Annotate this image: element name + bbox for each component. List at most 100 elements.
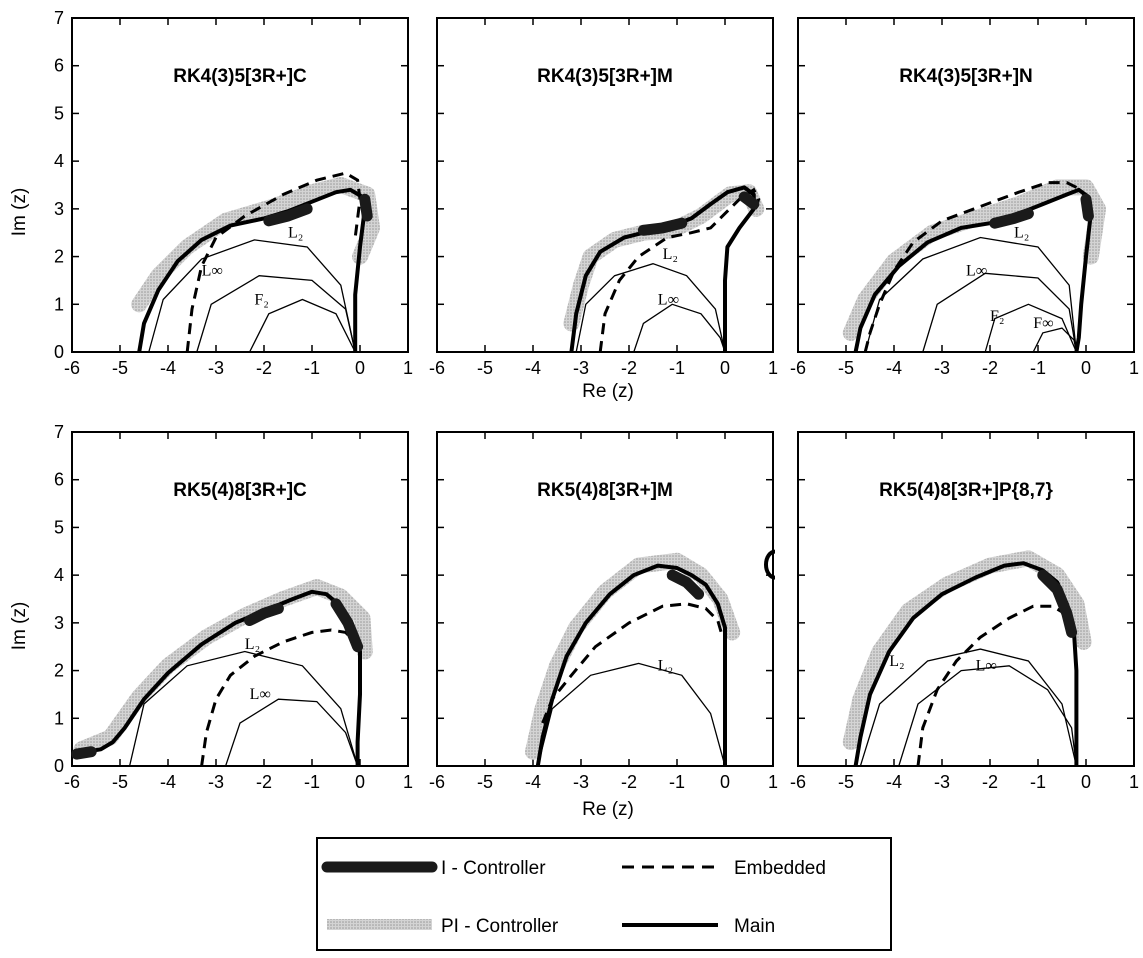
x-tick-label: -1 bbox=[669, 358, 685, 378]
i-controller-segment bbox=[330, 598, 364, 653]
xlabel-top: Re (z) bbox=[582, 381, 634, 402]
x-tick-label: -1 bbox=[669, 772, 685, 792]
x-tick-label: -4 bbox=[160, 358, 176, 378]
y-tick-label: 2 bbox=[54, 661, 64, 681]
panel-3: -6 -5 -4 -3 -2 -1 0 1 L₂ L∞ F₂ F∞ RK4(3)5[3R+]N bbox=[790, 17, 1139, 378]
xlabel-bottom: Re (z) bbox=[582, 799, 634, 820]
curve-label: L∞ bbox=[250, 686, 271, 703]
embedded-curve bbox=[185, 171, 362, 353]
stability-curve bbox=[148, 239, 356, 353]
x-tick-label: -3 bbox=[934, 772, 950, 792]
x-tick-label: -3 bbox=[573, 358, 589, 378]
y-tick-label: 0 bbox=[54, 342, 64, 362]
stability-curve bbox=[224, 698, 359, 767]
y-tick-label: 7 bbox=[54, 422, 64, 442]
x-tick-label: 0 bbox=[355, 358, 365, 378]
panel-title: RK5(4)8[3R+]C bbox=[173, 480, 307, 501]
x-tick-label: -4 bbox=[525, 772, 541, 792]
x-tick-label: -6 bbox=[429, 772, 445, 792]
y-tick-label: 4 bbox=[54, 151, 64, 171]
stability-curve bbox=[196, 275, 356, 353]
x-tick-label: 0 bbox=[355, 772, 365, 792]
curve-label: L∞ bbox=[966, 263, 987, 280]
x-tick-label: 1 bbox=[1129, 358, 1139, 378]
panel-title: RK5(4)8[3R+]P{8,7} bbox=[879, 480, 1053, 501]
legend-label-pi-controller: PI - Controller bbox=[441, 916, 559, 937]
stability-curve bbox=[898, 665, 1078, 767]
x-tick-label: -1 bbox=[1030, 358, 1046, 378]
y-tick-label: 7 bbox=[54, 8, 64, 28]
main-curve bbox=[569, 185, 756, 353]
i-controller-segment bbox=[738, 191, 760, 210]
x-tick-label: 1 bbox=[768, 772, 778, 792]
stability-curve bbox=[859, 648, 1078, 767]
curve-label: F₂ bbox=[254, 291, 268, 308]
curve-label: L∞ bbox=[976, 658, 997, 675]
y-tick-label: 5 bbox=[54, 103, 64, 123]
x-tick-label: 1 bbox=[403, 358, 413, 378]
curve-label: L₂ bbox=[663, 246, 678, 263]
embedded-curve bbox=[598, 187, 761, 353]
x-tick-label: -4 bbox=[160, 772, 176, 792]
panels-root: -6 -5 -4 -3 -2 -1 0 1 0 1 2 3 4 5 6 7 L₂ L∞ F₂ RK4(3)5[3R+]… bbox=[54, 8, 1139, 792]
legend-label-main: Main bbox=[734, 916, 775, 937]
x-tick-label: -2 bbox=[256, 358, 272, 378]
x-tick-label: -3 bbox=[208, 772, 224, 792]
pi-controller-region bbox=[73, 579, 373, 758]
y-tick-label: 6 bbox=[54, 56, 64, 76]
panel-5: -6 -5 -4 -3 -2 -1 0 1 L₂ RK5(4)8[3R+]M bbox=[429, 431, 778, 792]
x-tick-label: -5 bbox=[112, 772, 128, 792]
main-curve bbox=[853, 187, 1093, 353]
stability-curve bbox=[1032, 327, 1078, 353]
panel-frame bbox=[436, 17, 774, 353]
stability-curve bbox=[537, 662, 726, 767]
x-tick-label: -6 bbox=[790, 772, 806, 792]
x-tick-label: -5 bbox=[838, 358, 854, 378]
i-controller-segment bbox=[989, 208, 1034, 229]
i-controller-segment bbox=[1080, 193, 1094, 222]
y-tick-label: 3 bbox=[54, 613, 64, 633]
x-tick-label: -5 bbox=[477, 772, 493, 792]
panel-title: RK4(3)5[3R+]N bbox=[899, 66, 1033, 87]
i-controller-segment bbox=[359, 193, 373, 222]
x-tick-label: -1 bbox=[304, 358, 320, 378]
x-tick-label: -3 bbox=[934, 358, 950, 378]
x-tick-label: 0 bbox=[1081, 358, 1091, 378]
x-tick-label: -2 bbox=[982, 772, 998, 792]
i-controller-segment bbox=[666, 569, 705, 600]
i-controller-segment bbox=[637, 217, 688, 236]
pi-controller-region bbox=[842, 550, 1092, 751]
stability-curve bbox=[864, 236, 1078, 353]
i-controller-segment bbox=[244, 603, 284, 626]
curve-label: L₂ bbox=[245, 636, 260, 653]
x-tick-label: 0 bbox=[720, 358, 730, 378]
x-tick-label: -6 bbox=[429, 358, 445, 378]
x-tick-label: -1 bbox=[1030, 772, 1046, 792]
x-tick-label: -2 bbox=[621, 358, 637, 378]
curve-label: L₂ bbox=[889, 653, 904, 670]
panel-2: -6 -5 -4 -3 -2 -1 0 1 L₂ L∞ RK4(3)5[3R+]M bbox=[429, 17, 778, 378]
curve-label: L₂ bbox=[658, 658, 673, 675]
curve-label: F₂ bbox=[990, 308, 1004, 325]
stability-curve bbox=[922, 272, 1078, 353]
i-controller-segment bbox=[263, 203, 313, 227]
curve-label: L∞ bbox=[202, 263, 223, 280]
main-curve bbox=[137, 187, 367, 353]
x-tick-label: -5 bbox=[838, 772, 854, 792]
stability-curve bbox=[984, 303, 1077, 353]
x-tick-label: -5 bbox=[477, 358, 493, 378]
x-tick-label: -1 bbox=[304, 772, 320, 792]
panel-title: RK4(3)5[3R+]M bbox=[537, 66, 673, 87]
stability-curve bbox=[633, 303, 726, 353]
i-controller-segment bbox=[1037, 569, 1078, 638]
x-tick-label: -2 bbox=[621, 772, 637, 792]
panel-6: -6 -5 -4 -3 -2 -1 0 1 L₂ L∞ RK5(4)8[3R+]P{8,7} bbox=[790, 431, 1139, 792]
x-tick-label: -6 bbox=[790, 358, 806, 378]
embedded-curve bbox=[200, 628, 357, 767]
y-tick-label: 4 bbox=[54, 565, 64, 585]
y-tick-label: 5 bbox=[54, 517, 64, 537]
x-tick-label: -3 bbox=[208, 358, 224, 378]
embedded-curve bbox=[541, 602, 725, 724]
panel-title: RK4(3)5[3R+]C bbox=[173, 66, 307, 87]
x-tick-label: -4 bbox=[886, 358, 902, 378]
